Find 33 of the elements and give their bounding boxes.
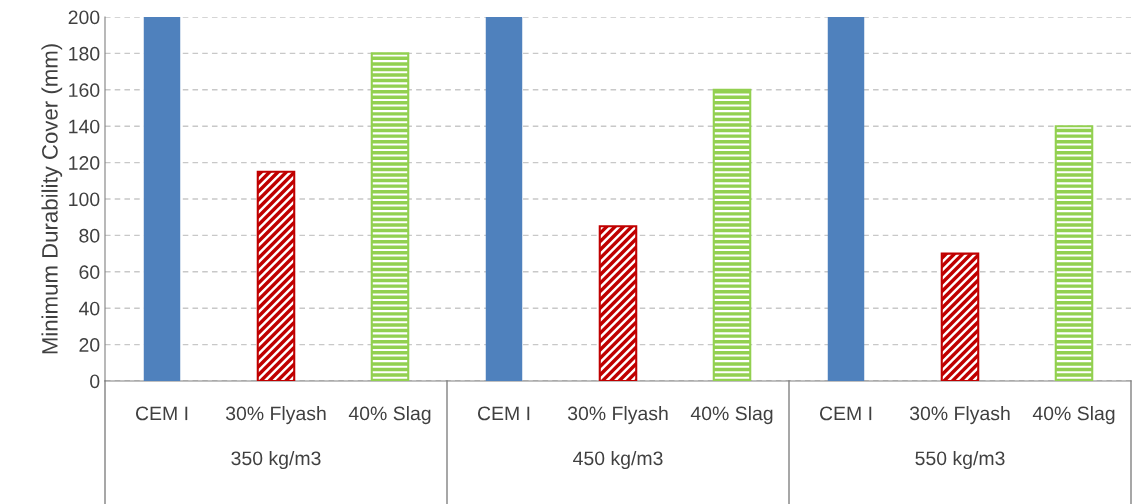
y-tick-label: 80 [79,228,100,243]
bar [256,170,296,381]
text: 550 kg/m3 [915,450,1005,470]
x-tick-label: CEM I [477,406,530,421]
x-tick-label: 40% Slag [348,406,431,425]
y-tick-label: 180 [69,46,100,61]
y-tick-label: 60 [79,265,100,280]
bar [143,17,181,381]
bar [1054,125,1094,381]
y-tick-label: 140 [69,119,100,134]
y-axis-title: Minimum Durability Cover (mm) [41,44,63,354]
y-tick-label: 200 [68,10,100,25]
bar [827,17,865,381]
x-tick-label: 30% Flyash [909,406,1010,425]
bar [712,88,752,381]
x-tick-label: 40% Slag [1032,406,1115,425]
y-tick-label: 0 [90,374,100,389]
bar [940,252,980,381]
text: 350 kg/m3 [231,450,321,470]
x-tick-label: CEM I [135,406,188,421]
x-tick-label: CEM I [819,406,872,421]
y-tick-label: 160 [69,83,100,98]
text: 450 kg/m3 [573,450,663,470]
y-tick-label: 120 [69,156,100,170]
x-tick-label: 40% Slag [690,406,773,425]
x-tick-label: 30% Flyash [567,406,668,425]
bar [370,52,410,381]
x-tick-label: 30% Flyash [225,406,326,425]
y-tick-label: 20 [79,338,100,352]
y-tick-label: 100 [69,192,100,207]
y-tick-label: 40 [78,301,100,316]
bar [485,17,523,381]
bar [598,225,638,381]
